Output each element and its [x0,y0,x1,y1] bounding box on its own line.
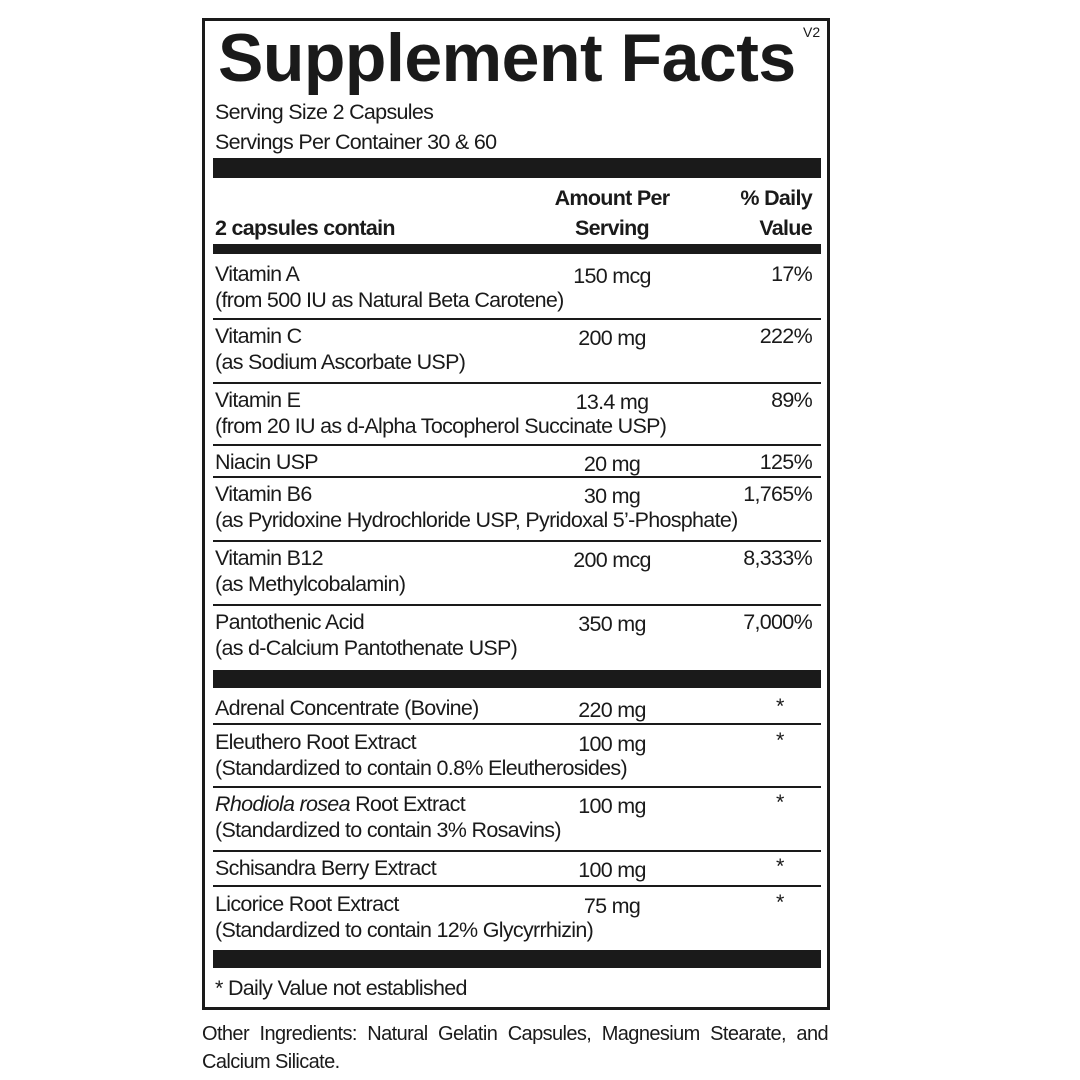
ingredient-name-text: Vitamin B12 [215,546,324,570]
ingredient-source: (as Pyridoxine Hydrochloride USP, Pyrido… [215,508,738,532]
footnote: * Daily Value not established [215,976,468,1000]
ingredient-source: (as Sodium Ascorbate USP) [215,350,466,374]
row-divider [213,604,821,606]
ingredient-source: (Standardized to contain 12% Glycyrrhizi… [215,918,594,942]
ingredient-amount: 100 mg [578,732,646,756]
ingredient-name-text: Licorice Root Extract [215,892,399,916]
ingredient-name-text: Vitamin A [215,262,300,286]
ingredient-name-text: Root Extract [349,792,466,816]
column-header-dv-line1: % Daily [740,186,812,210]
other-ingredients: Other Ingredients: Natural Gelatin Capsu… [202,1023,829,1073]
ingredient-name: Vitamin B6 [215,482,312,506]
ingredient-name: Vitamin B12 [215,546,324,570]
ingredient-name: Vitamin A [215,262,300,286]
serving-size: Serving Size 2 Capsules [215,100,434,124]
servings-per-container: Servings Per Container 30 & 60 [215,130,497,154]
ingredient-source: (from 20 IU as d-Alpha Tocopherol Succin… [215,414,667,438]
ingredient-daily-value: * [776,728,784,752]
ingredient-daily-value: 1,765% [743,482,812,506]
ingredient-source: (as d-Calcium Pantothenate USP) [215,636,518,660]
ingredient-name-text: Vitamin E [215,388,301,412]
ingredient-name: Niacin USP [215,450,319,474]
column-header-amount-line2: Serving [575,216,650,240]
ingredient-amount: 100 mg [578,794,646,818]
row-divider [213,476,821,478]
version-label: V2 [803,24,821,40]
ingredient-name-text: Adrenal Concentrate (Bovine) [215,696,479,720]
ingredient-daily-value: 222% [759,324,813,348]
ingredient-name-italic: Rhodiola rosea [215,792,351,816]
row-divider [213,540,821,542]
ingredient-source: (Standardized to contain 0.8% Eleutheros… [215,756,628,780]
column-header-contains: 2 capsules contain [215,216,395,240]
ingredient-daily-value: 7,000% [743,610,812,634]
ingredient-amount: 13.4 mg [575,390,649,414]
row-divider [213,850,821,852]
thick-divider [213,670,821,688]
ingredient-amount: 200 mcg [573,548,651,572]
ingredient-name: Pantothenic Acid [215,610,365,634]
ingredient-name: Eleuthero Root Extract [215,730,417,754]
ingredient-source: (from 500 IU as Natural Beta Carotene) [215,288,564,312]
row-divider [213,723,821,725]
ingredient-name-text: Pantothenic Acid [215,610,365,634]
medium-divider [213,244,821,254]
ingredient-daily-value: 125% [759,450,813,474]
thick-divider [213,158,821,178]
ingredient-name: Licorice Root Extract [215,892,399,916]
ingredient-name: Vitamin E [215,388,301,412]
row-divider [213,382,821,384]
ingredient-amount: 100 mg [578,858,646,882]
ingredient-name-text: Eleuthero Root Extract [215,730,417,754]
ingredient-name-text: Vitamin C [215,324,302,348]
ingredient-amount: 75 mg [583,894,641,918]
row-divider [213,444,821,446]
panel-title: Supplement Facts [218,20,796,96]
ingredient-amount: 350 mg [578,612,646,636]
column-header-amount-line1: Amount Per [554,186,671,210]
ingredient-amount: 200 mg [578,326,646,350]
ingredient-name: Adrenal Concentrate (Bovine) [215,696,479,720]
ingredient-amount: 30 mg [583,484,641,508]
ingredient-name: Vitamin C [215,324,302,348]
ingredient-name: Rhodiola rosea Root Extract [215,792,466,816]
thick-divider [213,950,821,968]
column-header-dv-line2: Value [759,216,812,240]
ingredient-amount: 220 mg [578,698,646,722]
ingredient-amount: 150 mcg [573,264,651,288]
ingredient-source: (as Methylcobalamin) [215,572,406,596]
ingredient-daily-value: 89% [771,388,813,412]
ingredient-daily-value: 17% [771,262,813,286]
ingredient-daily-value: * [776,694,784,718]
ingredient-daily-value: 8,333% [743,546,812,570]
ingredient-amount: 20 mg [583,452,641,476]
ingredient-name-text: Vitamin B6 [215,482,312,506]
row-divider [213,318,821,320]
ingredient-name-text: Niacin USP [215,450,319,474]
row-divider [213,786,821,788]
ingredient-daily-value: * [776,790,784,814]
ingredient-daily-value: * [776,890,784,914]
row-divider [213,885,821,887]
ingredient-name: Schisandra Berry Extract [215,856,437,880]
ingredient-daily-value: * [776,854,784,878]
ingredient-source: (Standardized to contain 3% Rosavins) [215,818,561,842]
ingredient-name-text: Schisandra Berry Extract [215,856,437,880]
supplement-facts-panel [202,18,830,1010]
